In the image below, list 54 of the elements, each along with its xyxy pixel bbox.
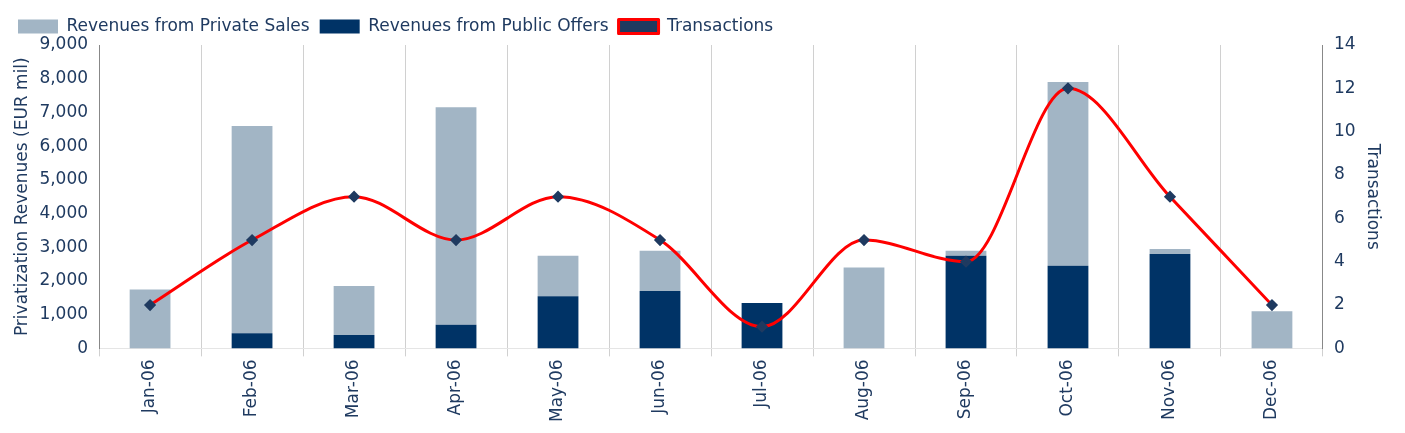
x-tick-label: Apr-06 (444, 359, 465, 416)
bar (1251, 311, 1293, 349)
y-tick-label: 1,000 (39, 303, 89, 324)
y-axis-title: Privatization Revenues (EUR mil) (10, 57, 31, 337)
x-tick-label: Aug-06 (852, 359, 873, 421)
y2-tick-label: 12 (1333, 76, 1356, 97)
y-tick-label: 4,000 (39, 201, 89, 222)
bar (1149, 254, 1191, 349)
bar (639, 250, 681, 292)
bar (435, 107, 477, 325)
y2-tick-label: 10 (1333, 120, 1356, 141)
x-tick-label: Feb-06 (240, 359, 261, 418)
x-tick-label: Jul-06 (750, 359, 771, 409)
bar (333, 334, 375, 349)
bar (843, 267, 885, 349)
bar (741, 302, 783, 349)
x-tick-label: Mar-06 (342, 359, 363, 419)
y-tick-label: 6,000 (39, 134, 89, 155)
y-tick-label: 5,000 (39, 168, 89, 189)
y2-tick-label: 0 (1333, 336, 1345, 357)
y2-tick-label: 6 (1333, 206, 1345, 227)
y2-axis-title: Transactions (1364, 142, 1385, 250)
y-tick-label: 0 (77, 336, 89, 357)
bar (231, 125, 273, 334)
bar (1149, 248, 1191, 254)
bar (537, 255, 579, 297)
y2-tick-label: 4 (1333, 250, 1345, 271)
y-tick-label: 7,000 (39, 100, 89, 121)
legend-label: Transactions (666, 14, 774, 35)
x-tick-label: Jun-06 (648, 359, 669, 415)
legend-label: Revenues from Private Sales (66, 14, 310, 35)
x-tick-label: Dec-06 (1260, 359, 1281, 421)
y-tick-label: 3,000 (39, 235, 89, 256)
x-tick-label: Jan-06 (138, 359, 159, 415)
bar (129, 289, 171, 349)
y2-tick-label: 2 (1333, 293, 1345, 314)
bar (537, 296, 579, 349)
x-tick-label: Sep-06 (954, 359, 975, 420)
x-tick-label: Oct-06 (1056, 359, 1077, 417)
bar (945, 255, 987, 349)
bar (231, 333, 273, 349)
y-tick-label: 8,000 (39, 67, 89, 88)
x-tick-label: May-06 (546, 359, 567, 423)
bar (435, 324, 477, 349)
x-tick-label: Nov-06 (1158, 359, 1179, 420)
bar (639, 291, 681, 349)
y-tick-label: 2,000 (39, 269, 89, 290)
bar (1047, 265, 1089, 349)
y2-tick-label: 14 (1333, 33, 1356, 54)
bar (1047, 82, 1089, 266)
legend-label: Revenues from Public Offers (368, 14, 609, 35)
bar (333, 286, 375, 335)
y-tick-label: 9,000 (39, 33, 89, 54)
y2-tick-label: 8 (1333, 163, 1345, 184)
